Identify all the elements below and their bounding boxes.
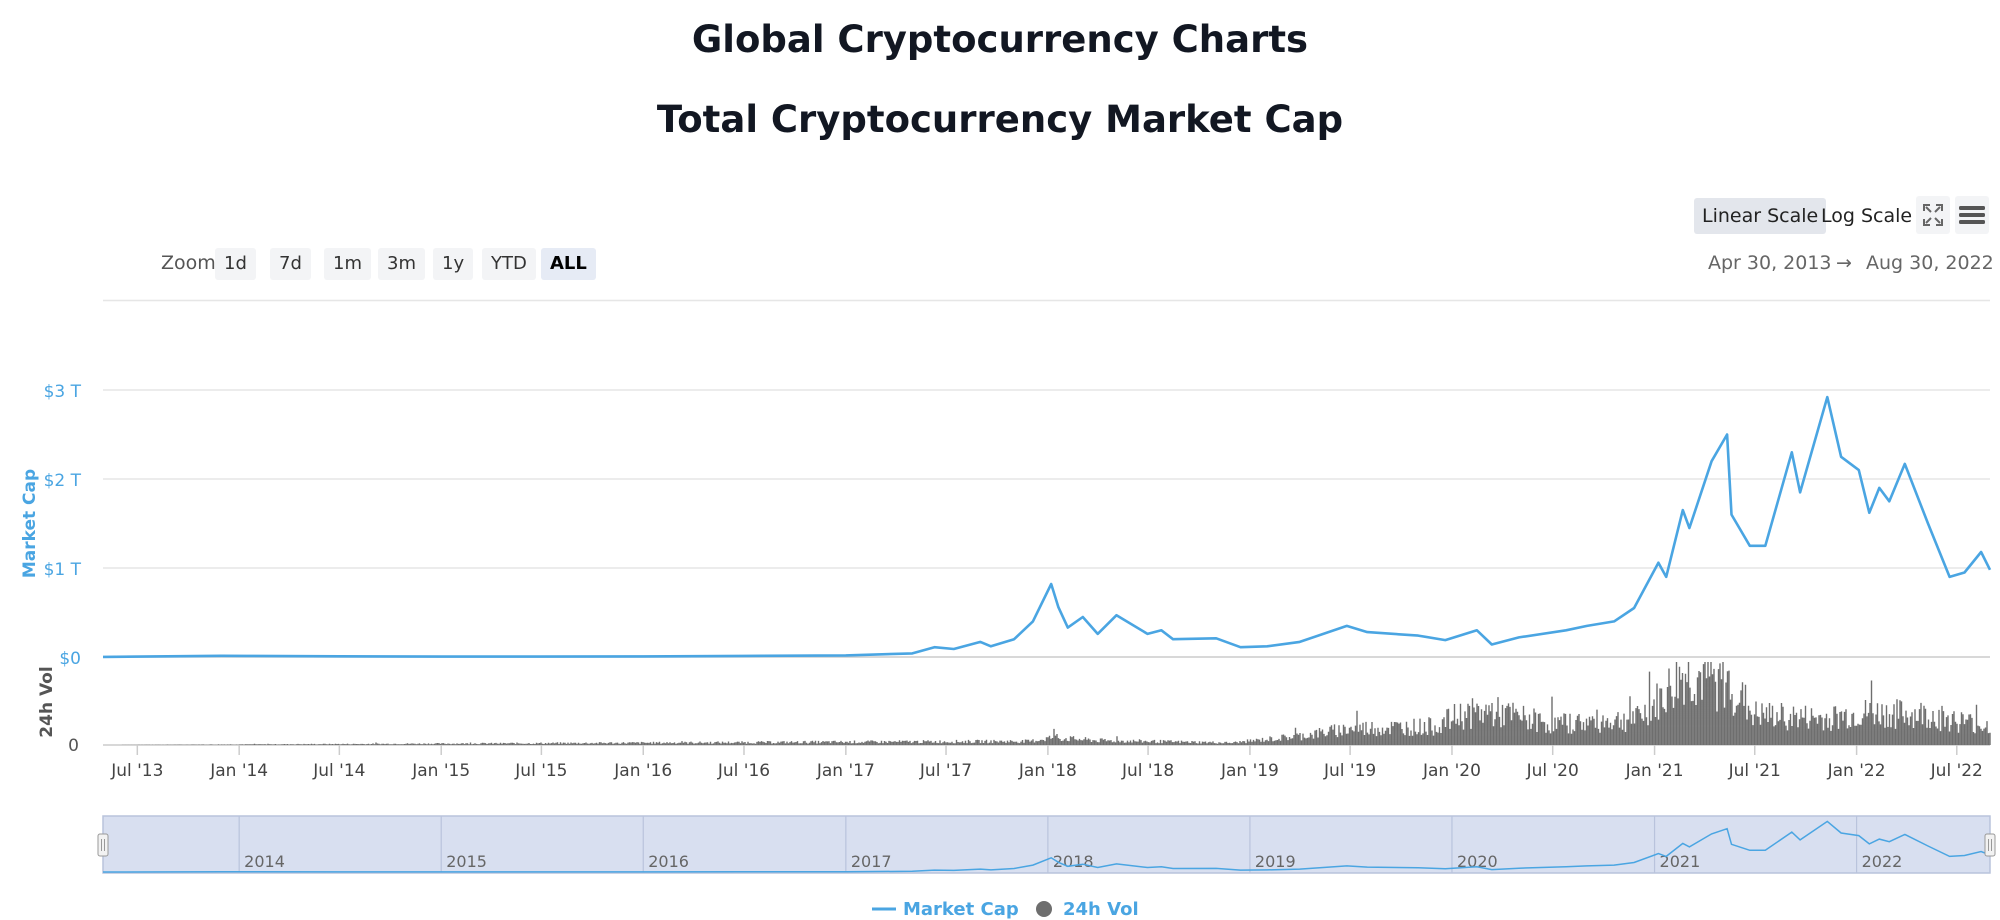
navigator-line (102, 820, 1991, 873)
navigator-left-handle[interactable] (97, 833, 109, 857)
x-tick-label: Jul '16 (717, 761, 770, 781)
y-tick-label-volume: 0 (68, 736, 79, 756)
x-tick-label: Jul '20 (1526, 761, 1579, 781)
hamburger-menu-icon (1959, 206, 1985, 224)
fullscreen-button[interactable] (1916, 196, 1950, 234)
x-tick-label: Jul '21 (1728, 761, 1781, 781)
legend-symbol-volume[interactable] (1036, 901, 1052, 917)
zoom-button-7d[interactable]: 7d (270, 248, 311, 280)
x-tick-label: Jul '15 (514, 761, 567, 781)
x-tick-label: Jan '22 (1827, 761, 1886, 781)
y-axis-title-market-cap: Market Cap (20, 469, 40, 578)
x-tick-label: Jul '18 (1121, 761, 1174, 781)
navigator-tick-label: 2021 (1660, 852, 1701, 871)
x-tick-label: Jul '19 (1323, 761, 1376, 781)
market-cap-line[interactable] (102, 395, 1992, 659)
zoom-button-3m[interactable]: 3m (378, 248, 425, 280)
x-tick-label: Jul '17 (919, 761, 972, 781)
x-tick-label: Jan '16 (613, 761, 672, 781)
x-tick-label: Jan '14 (209, 761, 268, 781)
navigator-tick-label: 2022 (1862, 852, 1903, 871)
zoom-button-ytd[interactable]: YTD (482, 248, 536, 280)
zoom-button-1y[interactable]: 1y (433, 248, 474, 280)
y-tick-label-market-cap: $3 T (44, 382, 82, 402)
range-arrow: → (1836, 252, 1852, 274)
range-to[interactable]: Aug 30, 2022 (1866, 252, 1994, 274)
navigator-tick-label: 2018 (1053, 852, 1094, 871)
x-tick-label: Jan '20 (1422, 761, 1481, 781)
zoom-button-all[interactable]: ALL (541, 248, 596, 280)
legend-label-market-cap[interactable]: Market Cap (903, 899, 1019, 920)
y-tick-label-market-cap: $0 (59, 649, 81, 669)
volume-bars (121, 662, 1991, 745)
navigator-range[interactable] (102, 815, 1991, 874)
chart-menu-button[interactable] (1955, 196, 1989, 234)
x-tick-label: Jul '14 (312, 761, 365, 781)
navigator-tick-label: 2015 (446, 852, 487, 871)
navigator-right-handle[interactable] (1984, 833, 1996, 857)
zoom-button-1m[interactable]: 1m (324, 248, 371, 280)
x-tick-label: Jan '18 (1018, 761, 1077, 781)
log-scale-button[interactable]: Log Scale (1821, 205, 1913, 227)
fullscreen-icon (1923, 204, 1943, 226)
x-tick-label: Jan '15 (411, 761, 470, 781)
navigator-tick-label: 2020 (1457, 852, 1498, 871)
navigator-tick-label: 2016 (648, 852, 689, 871)
x-tick-label: Jul '22 (1930, 761, 1983, 781)
zoom-label: Zoom (161, 252, 216, 274)
chart-title: Total Cryptocurrency Market Cap (656, 98, 1344, 141)
x-tick-label: Jan '19 (1220, 761, 1279, 781)
x-tick-label: Jul '13 (110, 761, 163, 781)
linear-scale-button[interactable]: Linear Scale (1694, 198, 1827, 234)
y-axis-title-volume: 24h Vol (37, 666, 57, 737)
x-tick-label: Jan '17 (816, 761, 875, 781)
zoom-button-1d[interactable]: 1d (215, 248, 256, 280)
page-title: Global Cryptocurrency Charts (691, 18, 1309, 61)
y-tick-label-market-cap: $1 T (44, 560, 82, 580)
y-tick-label-market-cap: $2 T (44, 471, 82, 491)
legend-label-volume[interactable]: 24h Vol (1063, 899, 1139, 920)
range-from[interactable]: Apr 30, 2013 (1708, 252, 1832, 274)
navigator-tick-label: 2019 (1255, 852, 1296, 871)
navigator-tick-label: 2014 (244, 852, 285, 871)
navigator-tick-label: 2017 (851, 852, 892, 871)
x-tick-label: Jan '21 (1625, 761, 1684, 781)
